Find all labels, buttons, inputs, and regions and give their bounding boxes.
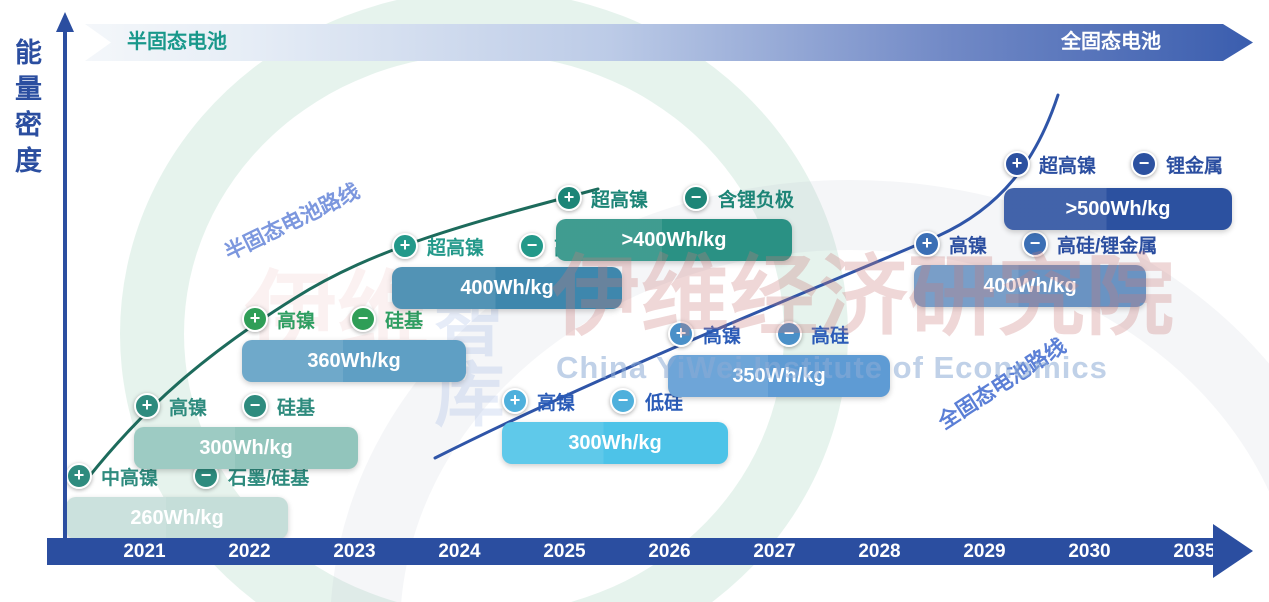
anode-label: 硅基 [277,397,316,419]
x-axis-year: 2030 [1068,541,1111,562]
point-2021-260whkg: + 中高镍 − 石墨/硅基 260Wh/kg [66,462,309,539]
x-axis-year: 2029 [963,541,1006,562]
point-allsolid-400whkg: + 高镍 − 高硅/锂金属 400Wh/kg [914,230,1157,307]
point-allsolid-300whkg: + 高镍 − 低硅 300Wh/kg [502,387,728,464]
plus-icon: + [914,231,940,257]
minus-icon: − [519,233,546,259]
anode-label: 锂金属 [1166,155,1224,177]
minus-icon: − [1131,151,1158,177]
anode-label: 硅基 [385,310,424,332]
cathode-label: 高镍 [703,325,742,347]
y-axis-label: 能量密度 [11,38,41,182]
x-axis-year: 2023 [333,541,376,562]
minus-icon: − [242,393,269,419]
point-2025-gt400whkg: + 超高镍 − 含锂负极 >400Wh/kg [556,184,795,261]
x-axis-year: 2021 [123,541,166,562]
point-allsolid-gt500whkg: + 超高镍 − 锂金属 >500Wh/kg [1004,150,1232,230]
plus-icon: + [556,185,582,211]
cathode-label: 中高镍 [101,467,159,489]
plus-icon: + [668,321,694,347]
cathode-label: 高镍 [277,310,316,332]
cathode-label: 超高镍 [591,189,649,211]
minus-icon: − [610,388,637,414]
energy-density-box: 300Wh/kg [134,427,358,469]
energy-density-box: 260Wh/kg [66,497,288,539]
x-axis-timeline: 2021 2022 2023 2024 2025 2026 2027 2028 … [47,524,1253,578]
plus-icon: + [66,463,92,489]
cathode-label: 高镍 [537,392,576,414]
banner-semi-solid-label: 半固态电池 [127,31,227,53]
minus-icon: − [1022,231,1049,257]
x-axis-year: 2035 [1173,541,1216,562]
minus-icon: − [350,306,377,332]
plus-icon: + [1004,151,1030,177]
cathode-label: 高镍 [169,397,208,419]
energy-density-box: 300Wh/kg [502,422,728,464]
anode-label: 高硅/锂金属 [1057,235,1158,257]
y-axis-arrowhead [56,12,74,32]
x-axis-year: 2024 [438,541,481,562]
point-2024-400whkg: + 超高镍 − 高硅 400Wh/kg [392,232,622,309]
minus-icon: − [683,185,710,211]
cathode-label: 高镍 [949,235,988,257]
minus-icon: − [776,321,803,347]
energy-density-box: >400Wh/kg [556,219,792,261]
x-axis-year: 2022 [228,541,271,562]
top-banner: 半固态电池 全固态电池 [85,24,1253,61]
x-axis-year: 2028 [858,541,901,562]
energy-density-box: 360Wh/kg [242,340,466,382]
cathode-label: 超高镍 [1039,155,1097,177]
cathode-label: 超高镍 [427,237,485,259]
x-axis-year: 2026 [648,541,691,562]
plus-icon: + [134,393,160,419]
anode-label: 石墨/硅基 [228,467,310,489]
x-axis-year: 2025 [543,541,586,562]
point-allsolid-350whkg: + 高镍 − 高硅 350Wh/kg [668,320,890,397]
anode-label: 高硅 [811,325,850,347]
point-2023-360whkg: + 高镍 − 硅基 360Wh/kg [242,305,466,382]
energy-density-box: >500Wh/kg [1004,188,1232,230]
plus-icon: + [242,306,268,332]
banner-all-solid-label: 全固态电池 [1061,31,1161,53]
plus-icon: + [392,233,418,259]
energy-density-box: 400Wh/kg [392,267,622,309]
energy-density-box: 400Wh/kg [914,265,1146,307]
point-2022-300whkg: + 高镍 − 硅基 300Wh/kg [134,392,358,469]
plus-icon: + [502,388,528,414]
y-axis [63,30,67,542]
anode-label: 低硅 [645,392,684,414]
energy-density-box: 350Wh/kg [668,355,890,397]
anode-label: 含锂负极 [718,189,795,211]
x-axis-year: 2027 [753,541,796,562]
